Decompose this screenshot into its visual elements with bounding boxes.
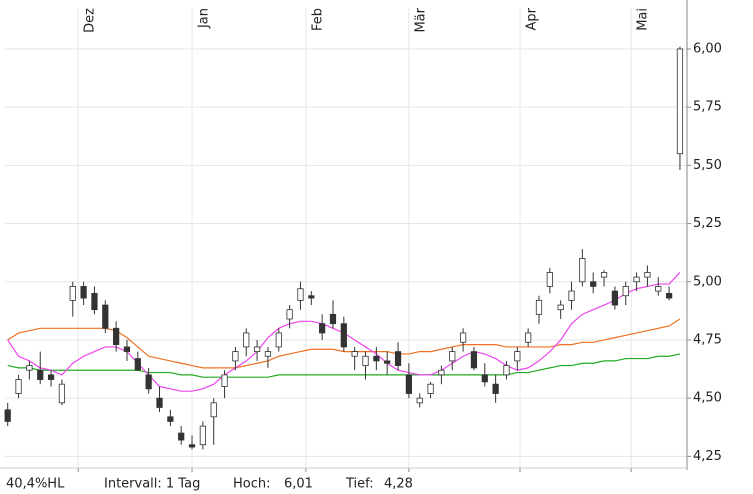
candle-body	[405, 374, 412, 394]
footer-interval: Intervall: 1 Tag	[104, 477, 200, 492]
candle-body	[4, 409, 11, 422]
candle-body	[113, 327, 120, 346]
candle-body	[91, 292, 98, 311]
candle-body	[622, 286, 629, 297]
y-tick-label: 4,75	[693, 332, 722, 347]
candle-body	[275, 332, 282, 348]
candle-body	[178, 432, 185, 441]
candle-body	[123, 346, 131, 352]
candle-body	[167, 416, 174, 422]
moving-average	[7, 318, 681, 369]
candle-body	[221, 374, 228, 387]
candle-body	[145, 374, 152, 390]
candle-body	[557, 304, 564, 311]
candle-body	[232, 351, 239, 362]
candle-body	[579, 258, 586, 283]
y-tick-label: 4,25	[693, 449, 722, 464]
candle-body	[655, 286, 662, 292]
candle-body	[319, 323, 326, 334]
candle-body	[340, 323, 347, 348]
candle-body	[58, 383, 66, 404]
candle-body	[665, 292, 673, 299]
candle-body	[394, 351, 402, 366]
candle-body	[156, 397, 163, 408]
footer-high-label: Hoch:	[233, 477, 271, 492]
x-tick-label: Mai	[636, 8, 651, 31]
y-tick-label: 4,50	[693, 391, 722, 406]
candle-body	[535, 299, 543, 315]
x-tick-label: Mär	[413, 7, 428, 32]
candle-body	[253, 346, 261, 352]
candle-body	[15, 379, 22, 394]
y-tick-label: 5,50	[693, 158, 722, 173]
moving-average	[7, 353, 681, 378]
candle-body	[351, 351, 358, 357]
candle-body	[188, 444, 196, 448]
candle-body	[459, 332, 467, 343]
candle-body	[243, 332, 250, 348]
candle-body	[69, 286, 76, 301]
candle-body	[590, 281, 597, 287]
candle-body	[373, 355, 380, 362]
candle-body	[644, 272, 651, 278]
candle-body	[514, 351, 521, 362]
candle-body	[47, 374, 55, 380]
candle-body	[470, 351, 478, 369]
candle-body	[26, 365, 33, 371]
candle-body	[449, 351, 456, 362]
x-tick-label: Jan	[197, 8, 212, 29]
candle-body	[611, 290, 619, 306]
candle-body	[568, 290, 575, 301]
candle-body	[210, 402, 217, 418]
candle-body	[102, 304, 109, 329]
candle-body	[362, 355, 369, 366]
x-tick-label: Feb	[310, 8, 325, 31]
candle-body	[297, 288, 304, 301]
candle-body	[492, 383, 499, 394]
candle-body	[438, 369, 445, 376]
candle-body	[633, 276, 640, 283]
candle-body	[546, 272, 553, 287]
candle-body	[503, 365, 510, 376]
candle-body	[481, 374, 488, 383]
y-tick-label: 5,00	[693, 274, 722, 289]
footer-low: 4,28	[384, 477, 413, 492]
y-tick-label: 5,25	[693, 216, 722, 231]
candle-body	[416, 397, 423, 404]
candle-body	[134, 358, 141, 371]
candle-body	[329, 313, 337, 325]
footer-low-label: Tief:	[345, 477, 374, 492]
candle-body	[286, 309, 293, 320]
y-tick-label: 5,75	[693, 100, 722, 115]
candle-body	[199, 425, 206, 446]
candle-body	[676, 48, 684, 155]
candle-body	[427, 383, 434, 394]
candle-body	[525, 332, 532, 343]
candle-body	[264, 351, 272, 357]
candle-body	[80, 286, 87, 299]
footer-high: 6,01	[284, 477, 313, 492]
x-tick-label: Dez	[83, 8, 98, 33]
footer-range: 40,4%HL	[6, 477, 65, 492]
candle-body	[37, 369, 44, 380]
y-tick-label: 6,00	[693, 41, 722, 56]
x-tick-label: Apr	[525, 7, 540, 30]
candle-body	[600, 272, 608, 278]
candle-body	[384, 360, 391, 364]
candle-body	[308, 295, 315, 299]
